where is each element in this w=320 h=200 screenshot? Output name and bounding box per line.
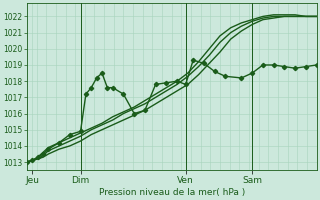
X-axis label: Pression niveau de la mer( hPa ): Pression niveau de la mer( hPa ) (99, 188, 245, 197)
